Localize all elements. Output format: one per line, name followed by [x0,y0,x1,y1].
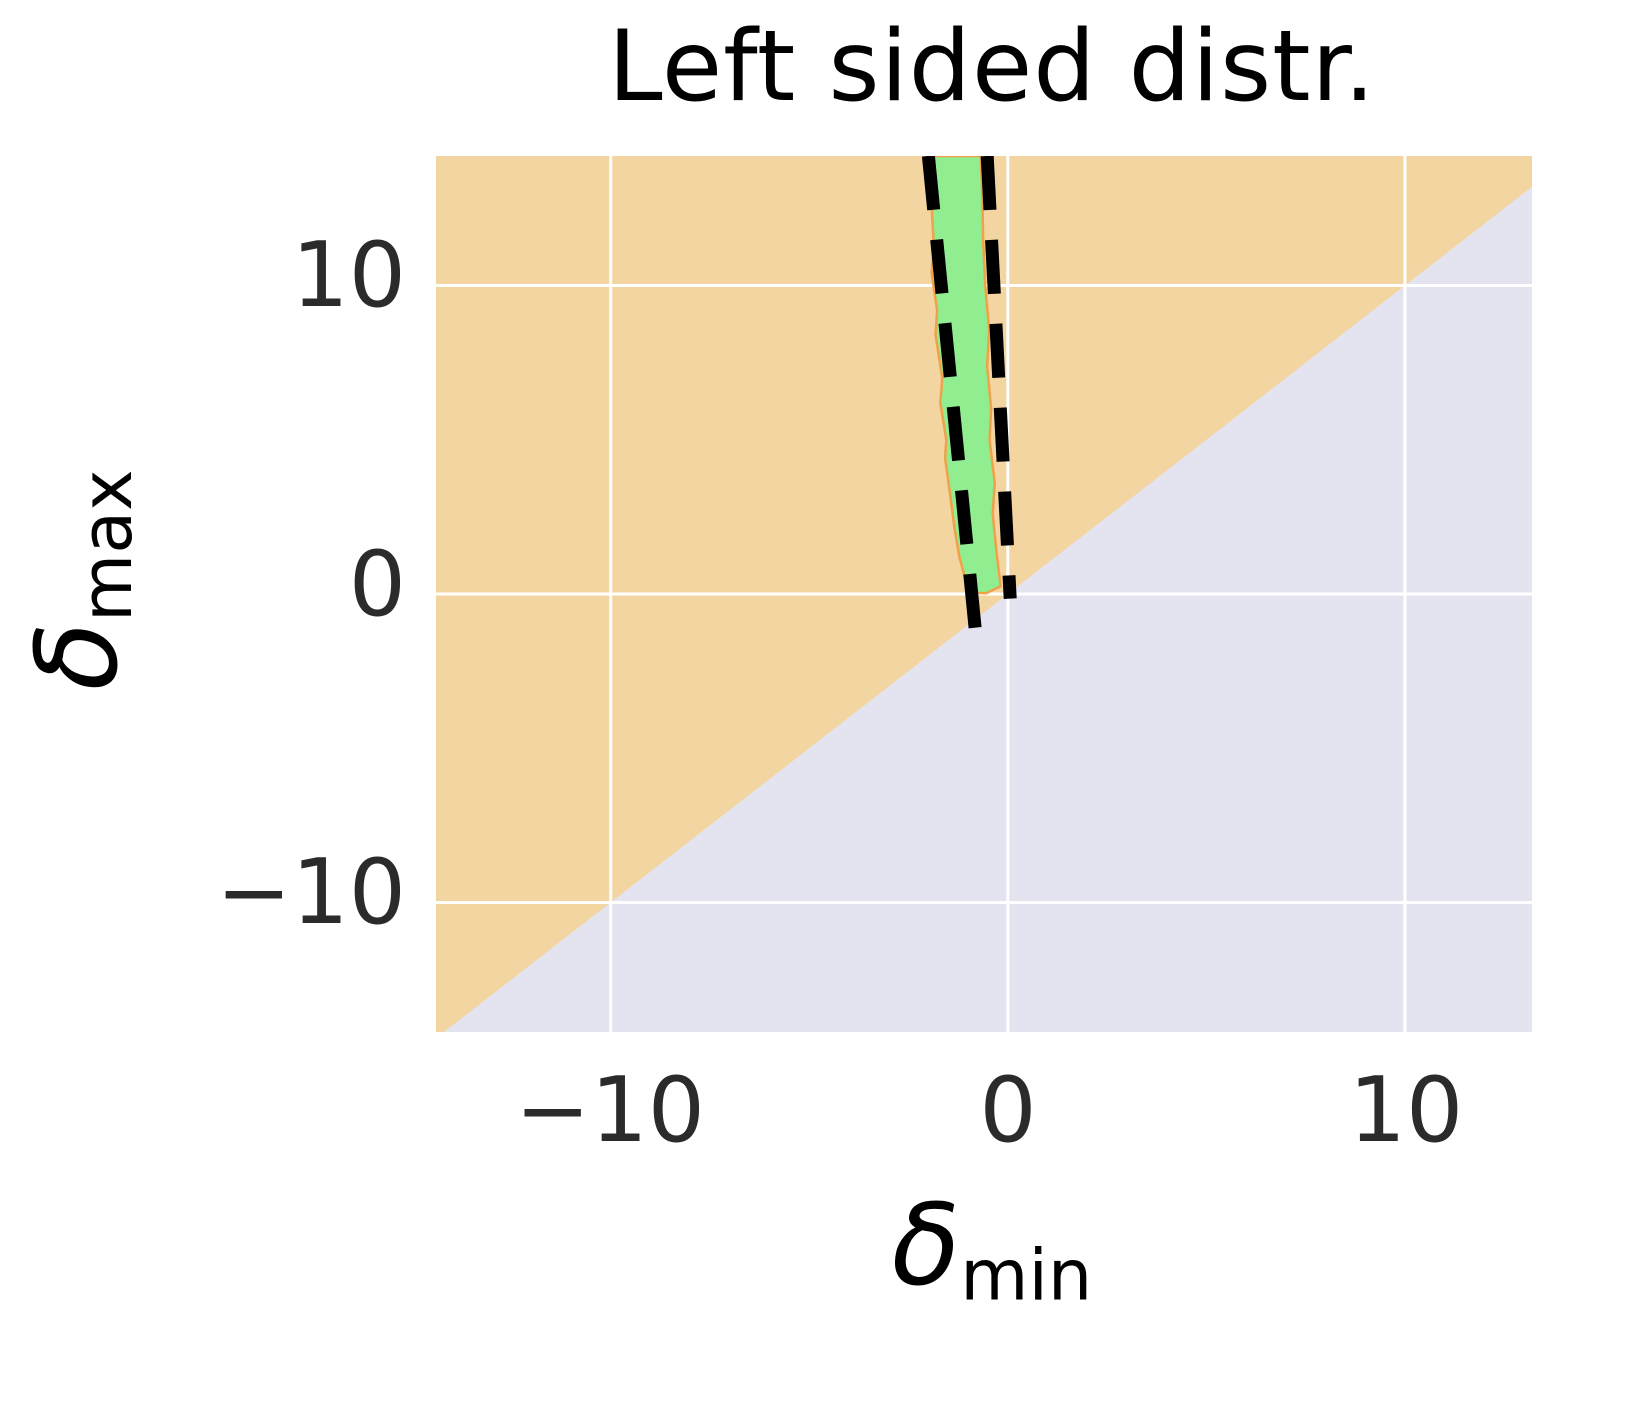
x-tick-0: 0 [979,1058,1037,1163]
plot-area [436,156,1532,1032]
infeasible-region [443,186,1532,1032]
y-tick-0: 0 [348,532,406,637]
dashed-boundary-line-right [980,156,1017,599]
y-axis-subscript: max [66,469,149,622]
x-axis-symbol: δ [891,1181,961,1311]
y-tick-10: 10 [291,223,406,328]
chart-title: Left sided distr. [607,10,1377,124]
y-tick-neg10: −10 [216,840,406,945]
x-axis-label: δmin [892,1190,1093,1310]
y-axis-symbol: δ [12,621,143,691]
x-axis-subscript: min [960,1234,1093,1317]
x-tick-10: 10 [1348,1058,1464,1163]
x-tick-neg10: −10 [515,1058,705,1163]
y-axis-label: δmax [13,469,148,690]
